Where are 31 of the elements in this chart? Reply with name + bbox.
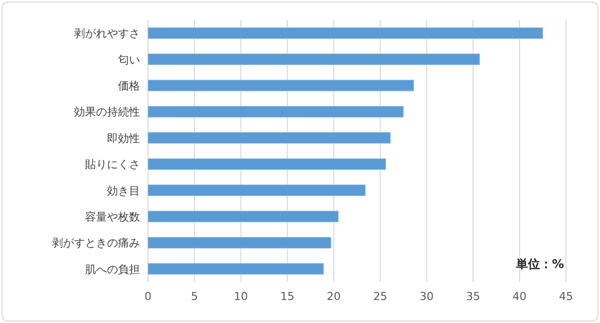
y-tick-label: 効果の持続性 — [74, 106, 140, 119]
y-tick-label: 即効性 — [107, 132, 140, 145]
bar — [148, 184, 366, 196]
bar — [148, 106, 404, 118]
x-tick-label: 10 — [234, 290, 248, 303]
y-tick-label: 貼りにくさ — [85, 158, 140, 172]
x-tick-label: 45 — [559, 290, 573, 303]
bar — [148, 210, 339, 222]
y-tick-label: 剥がれやすさ — [74, 27, 140, 40]
bar — [148, 158, 386, 170]
bar — [148, 27, 544, 39]
x-tick-label: 5 — [190, 290, 198, 303]
bar — [148, 54, 480, 66]
bar — [148, 132, 391, 144]
x-tick-label: 15 — [280, 290, 294, 303]
bar — [148, 263, 324, 275]
x-tick-label: 30 — [420, 290, 434, 303]
x-tick-label: 20 — [326, 290, 341, 303]
x-tick-label: 25 — [373, 290, 388, 303]
x-tick-label: 40 — [512, 290, 527, 303]
y-tick-label: 剥がすときの痛み — [52, 236, 140, 250]
y-tick-label: 価格 — [118, 80, 140, 92]
y-tick-label: 肌への負担 — [85, 262, 140, 276]
y-tick-label: 匂い — [118, 53, 140, 66]
bar — [148, 236, 332, 248]
y-tick-label: 容量や枚数 — [85, 210, 140, 224]
bar — [148, 80, 414, 92]
annotation: 単位：% — [514, 257, 564, 271]
x-tick-label: 35 — [466, 290, 480, 303]
y-tick-label: 効き目 — [107, 184, 140, 198]
x-tick-label: 0 — [144, 290, 152, 303]
